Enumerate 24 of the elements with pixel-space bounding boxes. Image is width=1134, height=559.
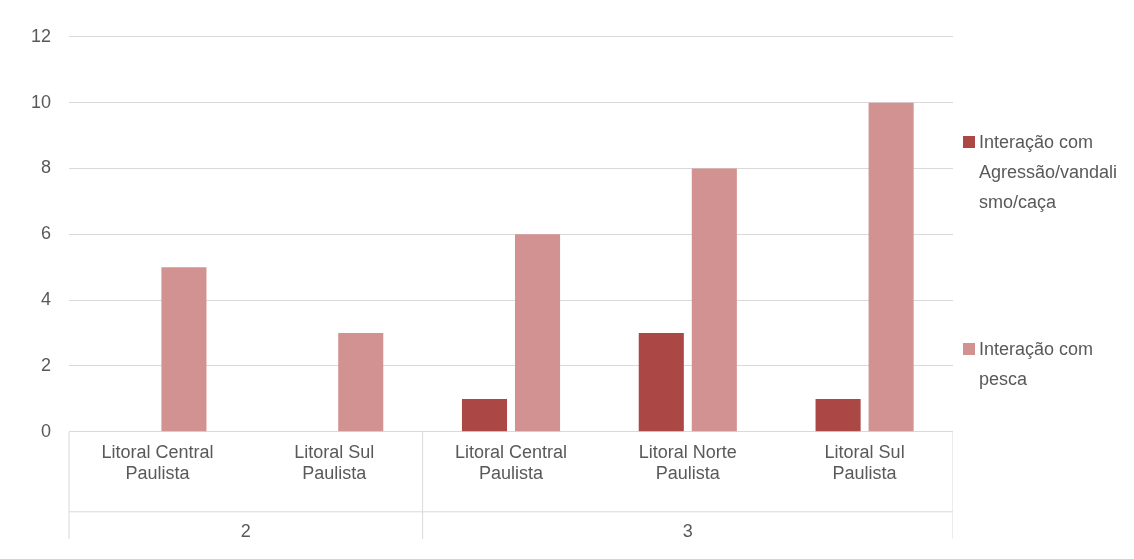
- bar: [514, 234, 561, 432]
- y-tick-label: 2: [41, 354, 52, 375]
- bar: [161, 267, 207, 432]
- y-tick-label: 8: [41, 157, 52, 178]
- x-tick-label: Litoral Norte Paulista: [638, 441, 737, 484]
- bar: [638, 333, 684, 432]
- bar: [338, 333, 384, 432]
- bar: [691, 168, 737, 432]
- y-tick-label: 10: [30, 91, 52, 112]
- bar: [868, 102, 914, 432]
- x-tick-label: Litoral Sul Paulista: [294, 441, 375, 484]
- text: 2: [240, 520, 251, 541]
- legend-label: Interação com pesca: [979, 338, 1095, 392]
- bar: [815, 398, 861, 432]
- y-tick-label: 4: [41, 289, 52, 310]
- x-tick-label: Litoral Central Paulista: [454, 441, 568, 484]
- x-tick-label: Litoral Central Paulista: [101, 441, 214, 484]
- bar: [461, 398, 508, 432]
- y-tick-label: 0: [41, 420, 52, 441]
- y-tick-label: 12: [30, 25, 52, 46]
- text: 3: [682, 520, 693, 541]
- legend-label: Interação com Agressão/vandalismo/caça: [979, 130, 1119, 214]
- x-tick-label: Litoral Sul Paulista: [824, 441, 905, 484]
- y-tick-label: 6: [41, 223, 52, 244]
